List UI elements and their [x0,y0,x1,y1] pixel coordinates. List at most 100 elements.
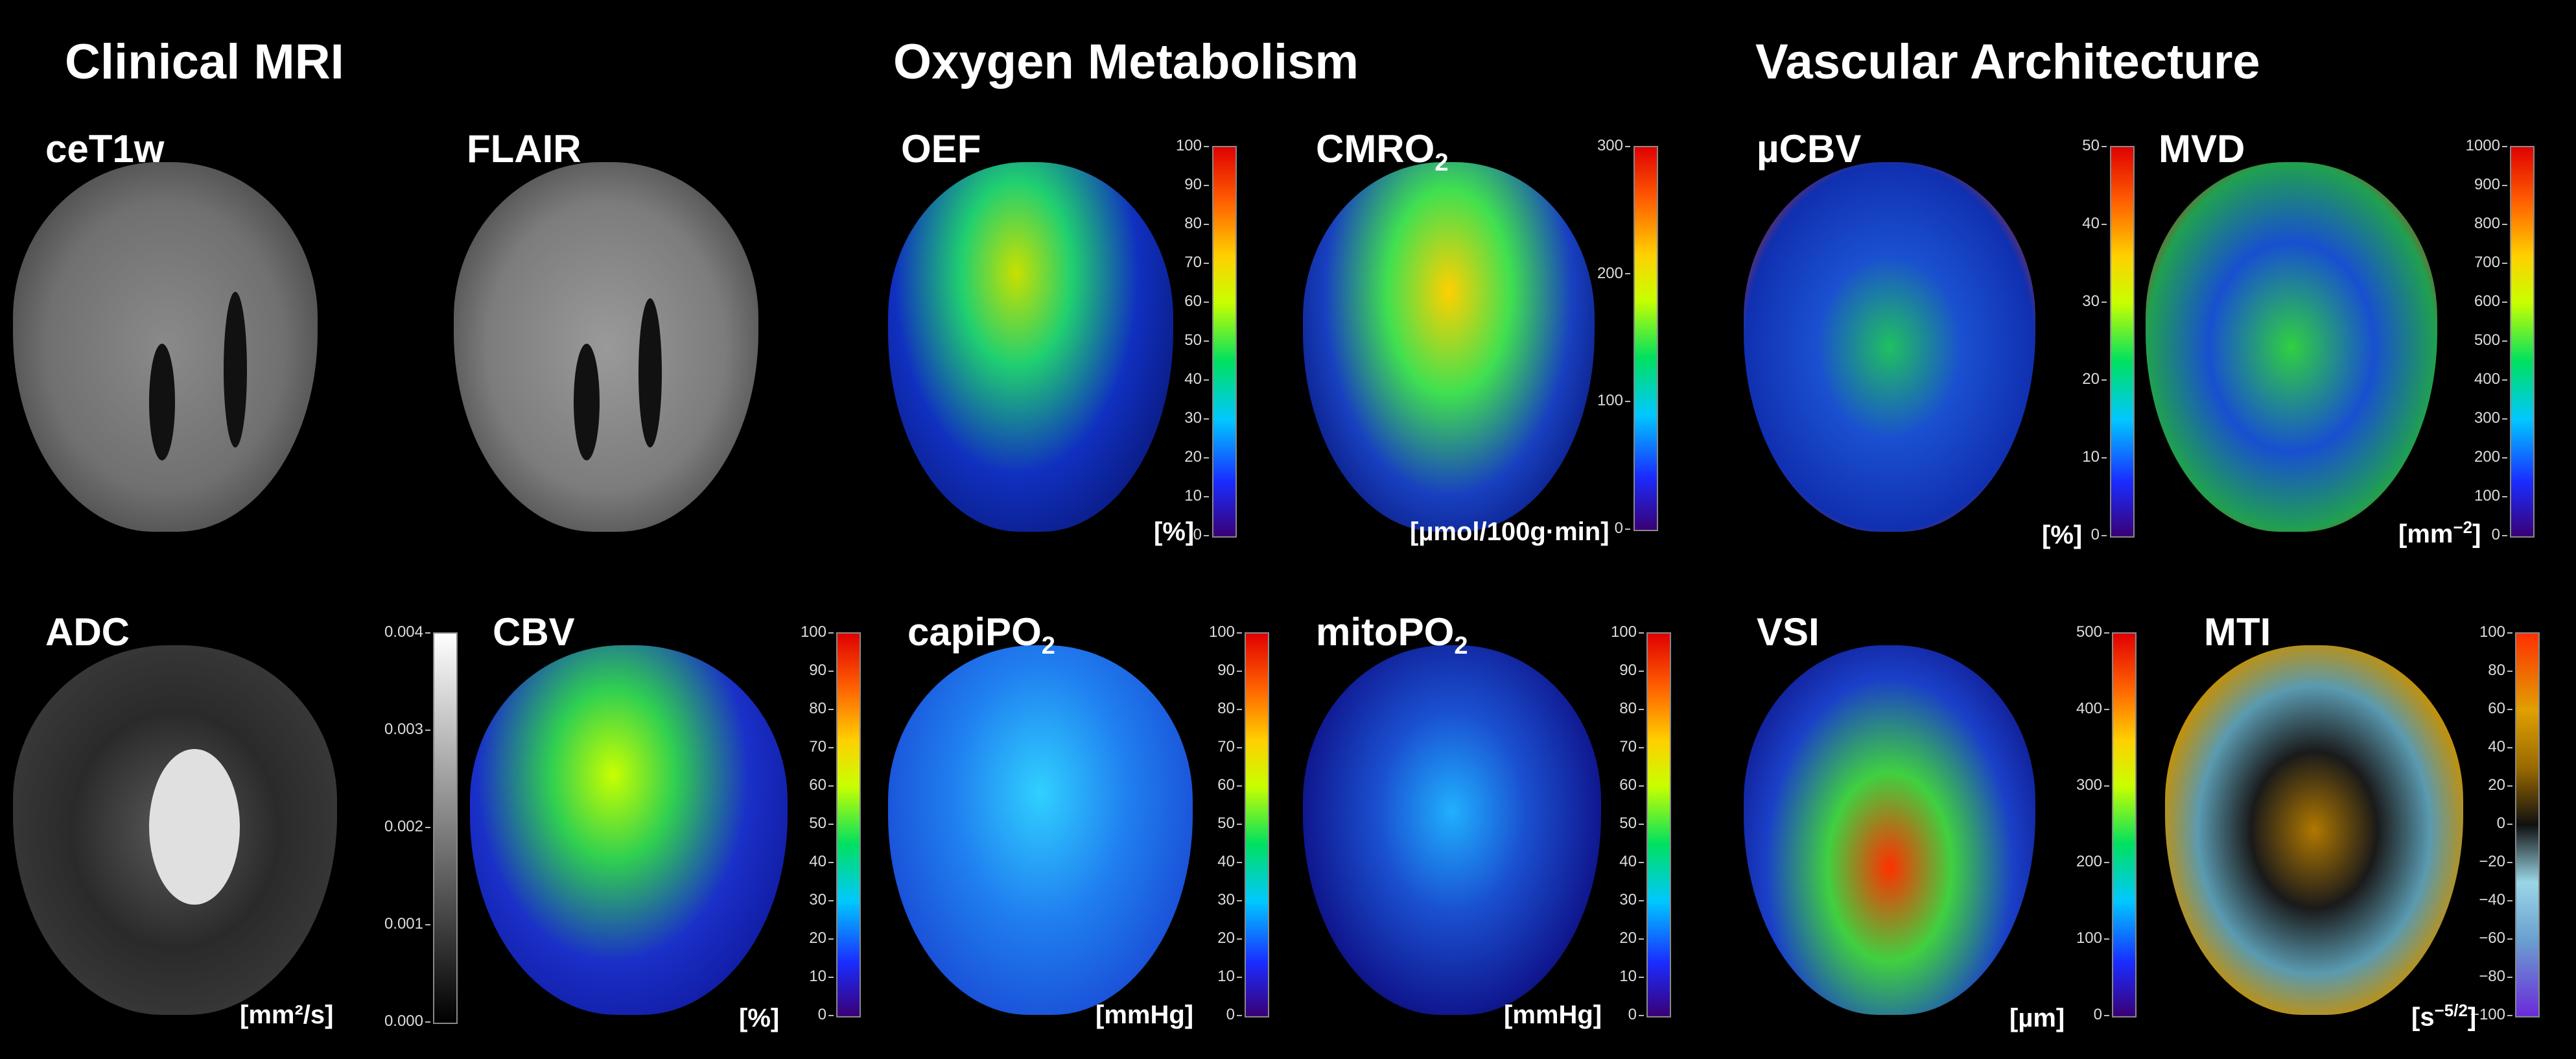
colorbar-ticks: 300 200 100 0 [1582,138,1630,536]
ventricle-shape [574,344,600,460]
colorbar-tick-label: 80 [809,701,834,717]
colorbar-tick-label: 50 [809,816,834,831]
colorbar-ticks: 100 90 80 70 60 50 40 30 20 10 0 [784,625,834,1023]
panel-label-subscript: 2 [1041,632,1055,660]
colorbar-tick-label: 600 [2474,294,2507,309]
colorbar-tick-label: 0 [2497,816,2512,831]
colorbar-tick-label: 60 [2488,701,2512,717]
colorbar-tick-label: 100 [2076,931,2109,946]
colorbar-tick-label: 80 [2488,663,2512,678]
panel-label-subscript: 2 [1434,149,1449,176]
panel-label: CMRO2 [1316,127,1449,176]
colorbar-tick-label: 80 [1184,216,1209,232]
unit-label: [µmol/100g·min] [1410,518,1610,546]
colorbar [2112,632,2137,1017]
panel-cbv: CBV 100 90 80 70 60 50 40 30 20 10 0 [%] [454,610,861,1032]
colorbar-tick-label: 200 [2076,854,2109,870]
unit-label: [s−5/2] [2411,1002,2476,1030]
panel-label: ceT1w [45,127,165,171]
panel-mvd: MVD 1000 900 800 700 600 500 400 300 200 100 0 [mm… [2139,130,2535,547]
brain-image [470,645,788,1015]
colorbar-ticks: 50 40 30 20 10 0 [2055,138,2107,543]
colorbar-tick-label: 0.001 [384,916,430,932]
colorbar-ticks: 100 90 80 70 60 50 40 30 20 10 0 [1160,138,1209,543]
colorbar-tick-label: 0 [818,1007,834,1023]
colorbar-tick-label: 300 [1597,138,1630,154]
colorbar-tick-label: 0 [1193,527,1209,543]
colorbar-tick-label: 60 [809,778,834,793]
unit-end: ] [2467,1003,2477,1032]
panel-label-text: CMRO [1316,127,1435,171]
colorbar-tick-label: 0 [2094,1007,2109,1023]
brain-image [1744,645,2035,1015]
colorbar [2510,146,2535,538]
panel-label: MTI [2204,610,2271,654]
colorbar-tick-label: 100 [1209,625,1242,640]
colorbar-tick-label: 20 [1619,931,1644,946]
colorbar-tick-label: 70 [809,739,834,755]
brain-image [2146,162,2437,532]
colorbar-tick-label: 0.000 [384,1014,430,1029]
colorbar-tick-label: 20 [2488,778,2512,793]
panel-label: ADC [45,610,130,654]
unit-label: [%] [739,1004,780,1032]
colorbar-tick-label: 800 [2474,216,2507,232]
colorbar-tick-label: 90 [1619,663,1644,678]
colorbar [1212,146,1237,538]
colorbar-tick-label: 0.003 [384,722,430,737]
unit-superscript: −5/2 [2434,1001,2468,1020]
brain-image [2165,645,2463,1015]
colorbar-tick-label: −40 [2479,892,2512,908]
colorbar-tick-label: 30 [2082,294,2107,309]
colorbar-tick-label: 100 [2474,488,2507,504]
unit-label: [µm] [2009,1004,2065,1032]
brain-image [888,645,1193,1015]
unit-label: [mm−2] [2398,519,2481,547]
brain-image [1744,162,2035,532]
panel-label: CBV [493,610,575,654]
colorbar-tick-label: 20 [2082,372,2107,387]
panel-label: OEF [901,127,981,171]
colorbar-tick-label: 20 [1184,449,1209,465]
colorbar-tick-label: 100 [801,625,834,640]
unit-label: [mmHg] [1504,1001,1602,1029]
colorbar-tick-label: 700 [2474,255,2507,270]
colorbar [2110,146,2135,538]
colorbar-tick-label: 50 [1619,816,1644,831]
unit-label: [%] [2042,521,2083,549]
ventricle-shape [224,292,247,447]
colorbar [836,632,861,1017]
colorbar-tick-label: −80 [2479,969,2512,984]
unit-label: [mmHg] [1095,1001,1194,1029]
colorbar-tick-label: 50 [1184,333,1209,348]
ventricle-shape [149,344,175,460]
colorbar-tick-label: 30 [1619,892,1644,908]
panel-label: mitoPO2 [1316,610,1468,659]
section-title-vascular: Vascular Architecture [1755,34,2260,89]
colorbar-tick-label: 400 [2474,372,2507,387]
colorbar-tick-label: 500 [2076,625,2109,640]
panel-label-text: mitoPO [1316,610,1455,654]
panel-ucbv: µCBV 50 40 30 20 10 0 [%] [1737,127,2135,549]
colorbar-tick-label: 20 [809,931,834,946]
colorbar-tick-label: 400 [2076,701,2109,717]
colorbar-tick-label: 70 [1619,739,1644,755]
colorbar-tick-label: 100 [1597,393,1630,409]
colorbar [1245,632,1269,1017]
colorbar-ticks: 100 90 80 70 60 50 40 30 20 10 0 [1595,625,1644,1023]
colorbar [433,632,458,1024]
panel-label: µCBV [1757,127,1862,171]
colorbar-tick-label: −100 [2470,1007,2512,1023]
colorbar-tick-label: 0 [1226,1007,1242,1023]
colorbar-tick-label: 40 [1217,854,1242,870]
panel-flair: FLAIR [421,130,797,545]
colorbar-tick-label: 30 [1184,411,1209,426]
colorbar-tick-label: 40 [2488,739,2512,755]
brain-image [1303,645,1601,1015]
colorbar-tick-label: 100 [1176,138,1209,154]
colorbar-tick-label: 500 [2474,333,2507,348]
panel-adc: ADC 0.004 0.003 0.002 0.001 0.000 [mm²/s] [0,610,458,1029]
colorbar-tick-label: 70 [1184,255,1209,270]
colorbar-tick-label: 40 [809,854,834,870]
